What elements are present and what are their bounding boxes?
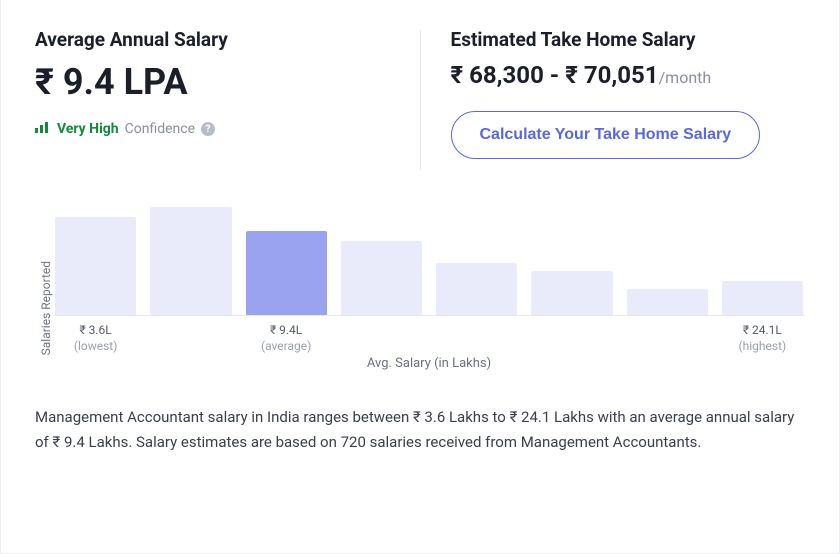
take-home-unit: /month (659, 68, 712, 87)
histogram-bar (246, 231, 327, 315)
chart-bars (53, 196, 805, 316)
average-salary-title: Average Annual Salary (35, 28, 390, 51)
histogram-bar (341, 241, 422, 315)
take-home-panel: Estimated Take Home Salary ₹ 68,300 - ₹ … (421, 28, 806, 172)
calculate-take-home-button[interactable]: Calculate Your Take Home Salary (451, 111, 761, 159)
chart-xaxis-title: Avg. Salary (in Lakhs) (53, 356, 805, 371)
histogram-bar (531, 271, 612, 315)
salary-description: Management Accountant salary in India ra… (35, 405, 805, 455)
histogram-bar-label (436, 322, 517, 354)
take-home-title: Estimated Take Home Salary (451, 28, 806, 51)
take-home-value: ₹ 68,300 - ₹ 70,051/month (451, 61, 806, 89)
info-icon[interactable]: ? (201, 122, 215, 136)
histogram-bar-label (341, 322, 422, 354)
summary-row: Average Annual Salary ₹ 9.4 LPA Very Hig… (35, 28, 805, 172)
histogram-bar-label (531, 322, 612, 354)
histogram-bar (150, 207, 231, 315)
histogram-bar (436, 263, 517, 315)
take-home-amount: ₹ 68,300 - ₹ 70,051 (451, 61, 659, 89)
histogram-bar (627, 289, 708, 315)
histogram-bar-label (627, 322, 708, 354)
histogram-bar-label: ₹ 9.4L(average) (246, 322, 327, 354)
average-salary-panel: Average Annual Salary ₹ 9.4 LPA Very Hig… (35, 28, 420, 172)
confidence-row: Very High Confidence ? (35, 121, 390, 137)
histogram-bar-label (150, 322, 231, 354)
histogram-bar (722, 281, 803, 315)
signal-bars-icon (35, 121, 51, 137)
salary-histogram: Salaries Reported ₹ 3.6L(lowest) ₹ 9.4L(a… (35, 196, 805, 371)
confidence-word: Confidence (125, 121, 195, 137)
histogram-bar (55, 217, 136, 315)
histogram-bar-label: ₹ 3.6L(lowest) (55, 322, 136, 354)
confidence-level: Very High (57, 121, 119, 137)
chart-bar-labels: ₹ 3.6L(lowest) ₹ 9.4L(average) ₹ 24.1L(hig… (53, 322, 805, 354)
average-salary-value: ₹ 9.4 LPA (35, 61, 390, 103)
histogram-bar-label: ₹ 24.1L(highest) (722, 322, 803, 354)
chart-ylabel: Salaries Reported (35, 196, 53, 371)
